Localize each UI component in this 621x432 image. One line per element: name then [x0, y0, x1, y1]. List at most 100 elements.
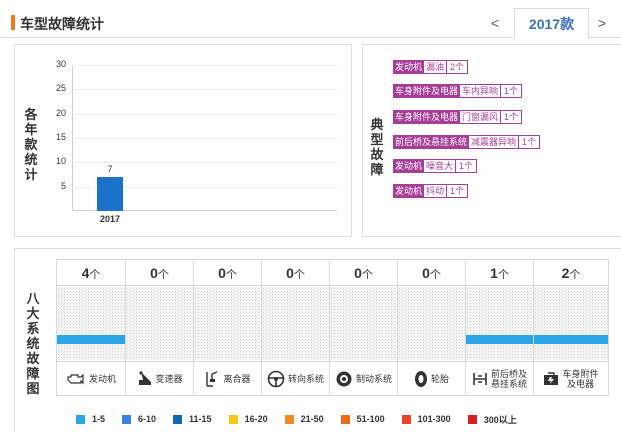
system-count: 0个: [194, 260, 261, 286]
fault-count: 1个: [501, 84, 523, 98]
system-engine[interactable]: 4个 发动机: [57, 260, 126, 395]
fault-issue: 漏油: [424, 60, 448, 74]
year-stats-side-label: 各 年 款 统 计: [23, 107, 39, 182]
legend-swatch: [173, 414, 183, 424]
legend-item: 16-20: [228, 414, 268, 424]
system-steering[interactable]: 0个 转向系统: [262, 260, 330, 395]
system-label: 变速器: [126, 361, 193, 395]
system-count: 0个: [398, 260, 465, 286]
side-char: 大: [26, 306, 40, 321]
fault-issue: 抖动: [424, 184, 448, 198]
fault-category: 发动机: [393, 60, 425, 74]
count-unit: 个: [361, 269, 373, 281]
fault-tag[interactable]: 发动机 噪音大 1个: [393, 159, 478, 173]
gridline: [72, 162, 337, 164]
system-tire[interactable]: 0个 轮胎: [398, 260, 466, 395]
system-level-fill: [57, 335, 125, 344]
legend-swatch: [340, 414, 350, 424]
gridline: [72, 186, 337, 188]
systems-panel: 八 大 系 统 故 障 图 4个 发动机 0个 变速器: [14, 248, 621, 432]
fault-category: 发动机: [393, 184, 425, 198]
gridline: [72, 138, 337, 139]
system-label: 制动系统: [330, 361, 397, 395]
system-axle-suspension[interactable]: 1个 前后桥及 悬挂系统: [466, 260, 534, 395]
systems-grid: 4个 发动机 0个 变速器 0个 离合器: [56, 259, 609, 396]
system-level-area: [262, 287, 329, 360]
y-tick-label: 20: [55, 107, 66, 118]
system-count: 4个: [57, 260, 125, 286]
fault-issue: 减震器异响: [469, 135, 520, 149]
system-label: 车身附件 及电器: [534, 361, 608, 395]
system-brake[interactable]: 0个 制动系统: [330, 260, 398, 395]
system-label: 轮胎: [398, 361, 465, 395]
brake-icon: [336, 371, 352, 386]
name-line: 车身附件: [562, 368, 599, 379]
legend-label: 11-15: [189, 414, 212, 424]
typical-side-label: 典 型 故 障: [369, 117, 385, 177]
system-name: 车身附件 及电器: [562, 369, 598, 389]
y-tick-label: 25: [55, 83, 66, 94]
side-char: 计: [24, 167, 38, 182]
side-char: 统: [24, 152, 38, 167]
count-value: 0: [354, 265, 362, 281]
side-char: 系: [26, 321, 40, 336]
gridline: [72, 65, 337, 66]
tab-year-2017[interactable]: 2017款: [514, 8, 589, 39]
legend-swatch: [228, 414, 238, 424]
bar-data-label: 7: [107, 163, 113, 174]
fault-tag[interactable]: 车身附件及电器 门窗漏风 1个: [393, 110, 523, 124]
system-clutch[interactable]: 0个 离合器: [194, 260, 262, 395]
side-char: 典: [370, 117, 384, 132]
legend-label: 6-10: [138, 414, 157, 424]
system-name: 轮胎: [430, 373, 449, 384]
system-level-area: [57, 287, 125, 360]
fault-issue: 门窗漏风: [460, 110, 502, 124]
system-label: 转向系统: [262, 361, 329, 395]
system-level-area: [194, 287, 261, 360]
side-char: 各: [24, 107, 38, 122]
side-char: 图: [26, 381, 40, 396]
clutch-icon: [206, 370, 218, 387]
legend-item: 101-300: [401, 414, 451, 424]
system-body-electric[interactable]: 2个 车身附件 及电器: [534, 260, 608, 395]
bar-2017[interactable]: [97, 176, 123, 211]
y-tick-label: 15: [55, 132, 66, 142]
fault-category: 车身附件及电器: [393, 110, 461, 124]
side-char: 障: [370, 162, 384, 177]
legend-item: 6-10: [122, 414, 156, 424]
count-unit: 个: [225, 269, 237, 281]
page-title: 车型故障统计: [20, 16, 104, 32]
fault-tag[interactable]: 发动机 抖动 1个: [393, 184, 469, 198]
side-char: 年: [24, 122, 38, 137]
legend-item: 51-100: [340, 414, 385, 424]
side-char: 障: [26, 366, 40, 381]
side-char: 八: [26, 291, 40, 306]
count-unit: 个: [497, 269, 509, 281]
fault-count: 1个: [501, 110, 523, 124]
name-line: 悬挂系统: [490, 378, 527, 389]
count-unit: 个: [569, 269, 581, 281]
legend: 1-5 6-10 11-15 16-20 21-50 51-100 101-30…: [76, 412, 517, 426]
side-char: 统: [26, 336, 40, 351]
prev-year-button[interactable]: <: [490, 15, 500, 31]
fault-tag[interactable]: 前后桥及悬挂系统 减震器异响 1个: [393, 135, 541, 149]
fault-category: 车身附件及电器: [393, 84, 461, 98]
fault-tag[interactable]: 车身附件及电器 车内异响 1个: [393, 84, 523, 98]
count-value: 0: [150, 265, 158, 281]
gearbox-icon: [139, 370, 152, 385]
fault-count: 1个: [447, 184, 469, 198]
fault-tag[interactable]: 发动机 漏油 2个: [393, 60, 469, 74]
gridline: [72, 89, 337, 91]
count-value: 0: [422, 265, 430, 281]
system-gearbox[interactable]: 0个 变速器: [126, 260, 194, 395]
system-level-area: [466, 287, 533, 360]
system-name: 转向系统: [287, 373, 324, 384]
side-char: 型: [370, 132, 384, 147]
fault-count: 1个: [456, 159, 478, 173]
gridline: [72, 113, 337, 115]
next-year-button[interactable]: >: [597, 15, 607, 31]
legend-item: 1-5: [76, 414, 105, 424]
side-char: 故: [370, 147, 384, 162]
system-level-area: [534, 287, 608, 360]
steering-wheel-icon: [267, 370, 285, 387]
